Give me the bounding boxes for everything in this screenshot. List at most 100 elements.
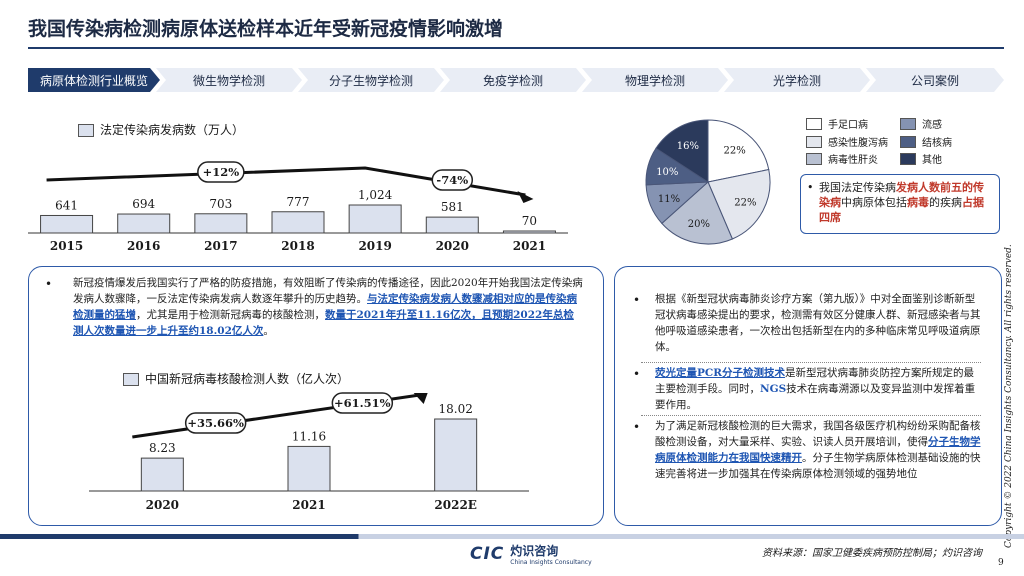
- tab-microbiology[interactable]: 微生物学检测: [156, 68, 302, 92]
- left-card-highlight-1: 与法定传染病发病人数骤减相对应的是传染病检测量的猛增: [73, 293, 577, 321]
- pie-slice-label: 20%: [688, 219, 710, 230]
- chart1-category-label: 2018: [281, 239, 314, 253]
- section-tabs: 病原体检测行业概览 微生物学检测 分子生物学检测 免疫学检测 物理学检测 光学检…: [28, 68, 1004, 92]
- chart2-trend-arrowhead: [413, 393, 428, 404]
- chart1-growth-label: +12%: [203, 165, 240, 179]
- chart1-bar: [271, 211, 325, 234]
- right-card-bullet-2: 荧光定量PCR分子检测技术是新型冠状病毒肺炎防控方案所规定的最主要检测手段。同时…: [655, 365, 983, 413]
- chart1-category-label: 2019: [358, 239, 391, 253]
- pie-slice-label: 16%: [677, 141, 699, 152]
- note-highlight-d: 病毒: [907, 196, 929, 209]
- chart2-growth-label: +35.66%: [187, 416, 244, 430]
- chart1-trend-arrowhead: [517, 191, 534, 203]
- pie-note-text: 我国法定传染病发病人数前五的传染病中病原体包括病毒的疾病占据四席: [819, 180, 993, 225]
- tab-optical[interactable]: 光学检测: [724, 68, 870, 92]
- left-card-highlight-2: 数量于2021年升至11.16亿次，且预期2022年总检测人次数量进一步上升至约…: [73, 309, 574, 337]
- chart1-value-label: 703: [209, 197, 232, 211]
- chart1-growth-pill: [431, 169, 474, 191]
- chart1-trend-line: [46, 166, 526, 197]
- chart1-category-label: 2020: [436, 239, 469, 253]
- note-highlight-b: 发病人数前五的传染病: [819, 181, 984, 209]
- left-card-paragraph: 新冠疫情爆发后我国实行了严格的防疫措施，有效阻断了传染病的传播途径，因此2020…: [73, 275, 583, 339]
- pie-slice-label: 22%: [724, 145, 746, 156]
- bullet-icon: •: [633, 293, 641, 307]
- copyright-text: Copyright © 2022 China Insights Consulta…: [1004, 244, 1014, 548]
- chart1-legend-label: 法定传染病发病数（万人）: [100, 123, 245, 137]
- right-card-highlight-2: NGS: [760, 383, 787, 395]
- chart1-growth-label: -74%: [436, 173, 468, 187]
- divider: [641, 415, 981, 417]
- pie-legend-item: 流感: [900, 116, 942, 131]
- chart1-value-label: 581: [441, 200, 464, 214]
- chart1-category-label: 2021: [513, 239, 546, 253]
- chart2-bar: [140, 457, 184, 492]
- footer-rule: [0, 534, 1024, 539]
- tab-immunology[interactable]: 免疫学检测: [440, 68, 586, 92]
- chart2-legend-swatch: [123, 373, 139, 386]
- left-card: • 新冠疫情爆发后我国实行了严格的防疫措施，有效阻断了传染病的传播途径，因此20…: [28, 266, 604, 526]
- chart2-bar: [287, 445, 331, 492]
- chart1-legend-swatch: [78, 124, 94, 137]
- pie-legend-item: 感染性腹泻病: [806, 134, 888, 149]
- chart1-category-label: 2015: [50, 239, 83, 253]
- right-card-highlight-1: 荧光定量PCR分子检测技术: [655, 367, 785, 379]
- footer: CIC 灼识咨询 China Insights Consultancy 资料来源…: [0, 534, 1024, 576]
- tab-physics[interactable]: 物理学检测: [582, 68, 728, 92]
- left-card-text-3: 。: [263, 325, 274, 337]
- legend-swatch: [806, 152, 822, 165]
- chart1-bar: [348, 204, 402, 234]
- chart1-legend: 法定传染病发病数（万人）: [78, 121, 244, 138]
- pie-legend-label: 手足口病: [828, 120, 868, 131]
- right-card-bullet-3: 为了满足新冠核酸检测的巨大需求，我国各级医疗机构纷纷采购配备核酸检测设备，对大量…: [655, 418, 983, 482]
- right-card-text-3b: 。分子生物学病原体检测基础设施的快速完善将进一步加强其在传染病原体检测领域的强势…: [655, 452, 981, 480]
- pie-legend-item: 手足口病: [806, 116, 868, 131]
- chart2-legend-label: 中国新冠病毒核酸检测人数（亿人次）: [145, 372, 350, 386]
- pie-slice-label: 22%: [734, 198, 756, 209]
- chart2-category-label: 2021: [292, 498, 325, 512]
- chart2-svg: 8.23 2020 11.16 2021 18.02 2022E +35.66% +61.51…: [89, 392, 529, 512]
- bullet-icon: •: [807, 181, 814, 194]
- tab-molecular-biology[interactable]: 分子生物学检测: [298, 68, 444, 92]
- pie-slice: [707, 119, 770, 183]
- pie-slice: [655, 119, 709, 183]
- chart1-bar: [117, 213, 171, 234]
- chart1-category-label: 2017: [204, 239, 237, 253]
- pie-legend-label: 流感: [922, 120, 942, 131]
- chart2-value-label: 18.02: [438, 402, 472, 416]
- page-title: 我国传染病检测病原体送检样本近年受新冠疫情影响激增: [28, 18, 504, 40]
- source-text: 资料来源：国家卫健委疾病预防控制局；灼识咨询: [762, 548, 982, 559]
- tab-overview[interactable]: 病原体检测行业概览: [28, 68, 160, 92]
- divider: [641, 362, 981, 364]
- legend-swatch: [806, 117, 822, 130]
- chart2-growth-pill: [331, 392, 394, 414]
- chart2-value-label: 8.23: [149, 441, 176, 455]
- right-card-text-2a: 是新型冠状病毒肺炎防控方案所规定的最主要检测手段。同时，: [655, 367, 974, 395]
- left-card-text-2: ，尤其是用于检测新冠病毒的核酸检测，: [136, 309, 325, 321]
- logo-mark: CIC: [470, 544, 505, 564]
- chart2-value-label: 11.16: [292, 429, 326, 443]
- bullet-icon: •: [633, 367, 641, 381]
- chart1-svg: 641 2015 694 2016 703 2017 777 2018 1,024 2019 581…: [28, 161, 568, 253]
- chart2-growth-label: +61.51%: [334, 396, 391, 410]
- chart1-category-label: 2016: [127, 239, 160, 253]
- right-card-text-2b: 技术在病毒溯源以及变异监测中发挥着重要作用。: [655, 383, 976, 411]
- pie-legend-label: 病毒性肝炎: [828, 155, 878, 166]
- legend-swatch: [900, 152, 916, 165]
- chart1-bar: [502, 230, 556, 234]
- pie-legend-item: 结核病: [900, 134, 952, 149]
- pie-slice: [661, 181, 734, 245]
- chart1-value-label: 641: [55, 198, 78, 212]
- right-card-text-3a: 为了满足新冠核酸检测的巨大需求，我国各级医疗机构纷纷采购配备核酸检测设备，对大量…: [655, 420, 981, 448]
- pie-legend-label: 感染性腹泻病: [828, 138, 888, 149]
- pie-slice-label: 11%: [658, 194, 680, 205]
- pie-note-box: • 我国法定传染病发病人数前五的传染病中病原体包括病毒的疾病占据四席: [800, 174, 1000, 234]
- right-card-bullet-1: 根据《新型冠状病毒肺炎诊疗方案（第九版）》中对全面鉴别诊断新型冠状病毒感染提出的…: [655, 293, 981, 353]
- pie-slice: [707, 168, 771, 240]
- chart1-value-label: 694: [132, 197, 155, 211]
- bullet-icon: •: [45, 277, 53, 291]
- chart1-value-label: 70: [522, 214, 537, 228]
- legend-swatch: [900, 117, 916, 130]
- title-divider: [28, 47, 1004, 49]
- note-highlight-f: 占据四席: [819, 196, 984, 224]
- tab-case-study[interactable]: 公司案例: [866, 68, 1004, 92]
